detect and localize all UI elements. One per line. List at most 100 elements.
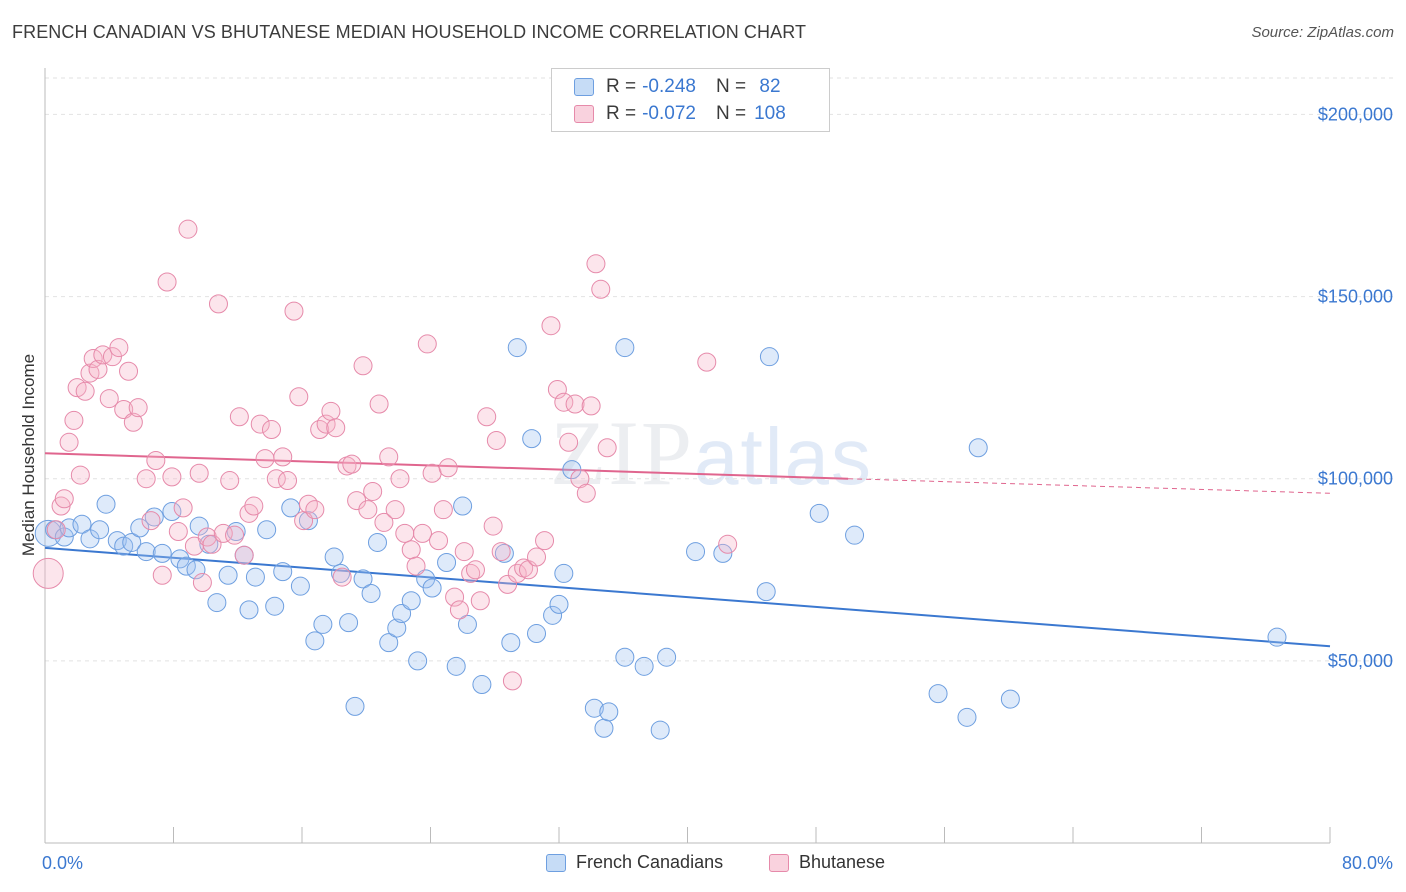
chart-title: FRENCH CANADIAN VS BHUTANESE MEDIAN HOUS…: [12, 22, 807, 42]
french-canadian-point: [501, 633, 521, 653]
bhutanese-point: [565, 394, 585, 414]
bhutanese-point: [395, 523, 415, 543]
bhutanese-point: [385, 500, 405, 520]
bhutanese-point: [470, 591, 490, 611]
french-canadian-point: [265, 596, 285, 616]
french-canadian-point: [472, 675, 492, 695]
tick-labels: $50,000 $100,000 $150,000 $200,000 0.0% 80.0%: [42, 104, 1393, 873]
watermark: ZIPatlas: [550, 402, 873, 504]
n-label: N =: [715, 103, 747, 124]
french-canadian-point: [453, 496, 473, 516]
french-canadian-point: [527, 624, 547, 644]
bhutanese-point: [75, 381, 95, 401]
bhutanese-point: [119, 361, 139, 381]
french-canadian-point: [345, 696, 365, 716]
bhutanese-point: [591, 279, 611, 299]
n-value: 108: [754, 103, 786, 124]
french-canadian-point: [549, 594, 569, 614]
french-canadian-point: [756, 582, 776, 602]
french-canadian-point: [437, 553, 457, 572]
french-canadian-point: [615, 338, 635, 358]
bhutanese-point: [390, 469, 410, 489]
bhutanese-point: [114, 400, 134, 419]
bhutanese-point: [162, 467, 182, 487]
bhutanese-point: [220, 471, 240, 491]
r-label: R =: [606, 103, 637, 124]
bhutanese-point: [168, 522, 188, 542]
bhutanese-point: [353, 356, 373, 376]
french-canadian-point: [713, 543, 733, 563]
french-canadian-point: [634, 656, 654, 676]
french-canadian-point: [650, 720, 670, 740]
french-canadian-point: [239, 600, 259, 620]
bhutanese-point: [192, 573, 212, 593]
bhutanese-point: [99, 389, 119, 409]
bhutanese-point: [417, 334, 437, 354]
bhutanese-point: [70, 465, 90, 485]
french-canadian-point: [130, 518, 150, 538]
bhutanese-point: [93, 345, 113, 365]
y-tick-label: $100,000: [1318, 469, 1393, 489]
french-canadian-point: [245, 567, 265, 587]
french-canadian-point: [928, 684, 948, 704]
bhutanese-point: [465, 560, 485, 580]
french-canadian-point: [257, 520, 277, 540]
french-canadian-point: [176, 556, 196, 576]
r-value: -0.248: [642, 76, 696, 97]
french-canadian-point: [845, 525, 865, 545]
french-canadian-point: [305, 631, 325, 651]
bhutanese-point: [586, 254, 606, 274]
bhutanese-point: [255, 449, 275, 469]
bhutanese-point: [244, 496, 264, 516]
r-value: -0.072: [642, 103, 696, 124]
french-canadian-point: [170, 549, 190, 569]
bhutanese-point: [46, 520, 66, 540]
bhutanese-point: [32, 557, 64, 589]
french-canadian-point: [54, 527, 74, 547]
french-canadian-point: [968, 438, 988, 458]
french-canadian-point: [446, 656, 466, 676]
bhutanese-point: [225, 525, 245, 545]
stats-legend: R = -0.248 N = 82 R = -0.072 N = 108: [551, 68, 830, 132]
french-canadian-point: [554, 563, 574, 583]
bhutanese-point: [189, 463, 209, 483]
bhutanese-point: [486, 430, 506, 450]
bhutanese-point: [438, 458, 458, 478]
french-canadian-point: [144, 507, 164, 527]
bhutanese-point: [535, 531, 555, 551]
pink-swatch: [574, 105, 594, 123]
bhutanese-point: [547, 379, 567, 399]
bhutanese-point: [88, 359, 108, 379]
french-canadian-point: [657, 647, 677, 667]
bhutanese-point: [146, 451, 166, 470]
bhutanese-point: [298, 494, 318, 514]
bhutanese-point: [374, 512, 394, 532]
bhutanese-point: [136, 469, 156, 489]
x-tick-label: 80.0%: [1342, 853, 1393, 873]
blue-swatch: [574, 78, 594, 96]
legend-row-french: R = -0.248 N = 82: [574, 75, 781, 99]
bhutanese-point: [123, 412, 143, 432]
bhutanese-point: [445, 587, 465, 607]
french-canadian-point: [186, 560, 206, 580]
y-axis-label: Median Household Income: [19, 354, 38, 556]
bhutanese-point: [208, 294, 228, 314]
bhutanese-point: [483, 516, 503, 536]
bhutanese-point: [141, 511, 161, 531]
bhutanese-point: [316, 414, 336, 434]
x-tick-label: 0.0%: [42, 853, 83, 873]
bhutanese-point: [273, 447, 293, 467]
bhutanese-point: [229, 407, 249, 427]
bhutanese-point: [326, 418, 346, 438]
bhutanese-point: [433, 500, 453, 520]
source-label: Source: ZipAtlas.com: [1251, 24, 1394, 41]
french-canadian-point: [408, 651, 428, 671]
bhutanese-point: [332, 567, 352, 587]
bhutanese-point: [422, 463, 442, 483]
french-canadian-point: [72, 514, 92, 534]
french-canadian-point: [290, 576, 310, 596]
bhutanese-point: [310, 420, 330, 440]
bhutanese-point: [173, 498, 193, 518]
bhutanese-point: [449, 600, 469, 620]
french-canadian-point: [379, 633, 399, 653]
